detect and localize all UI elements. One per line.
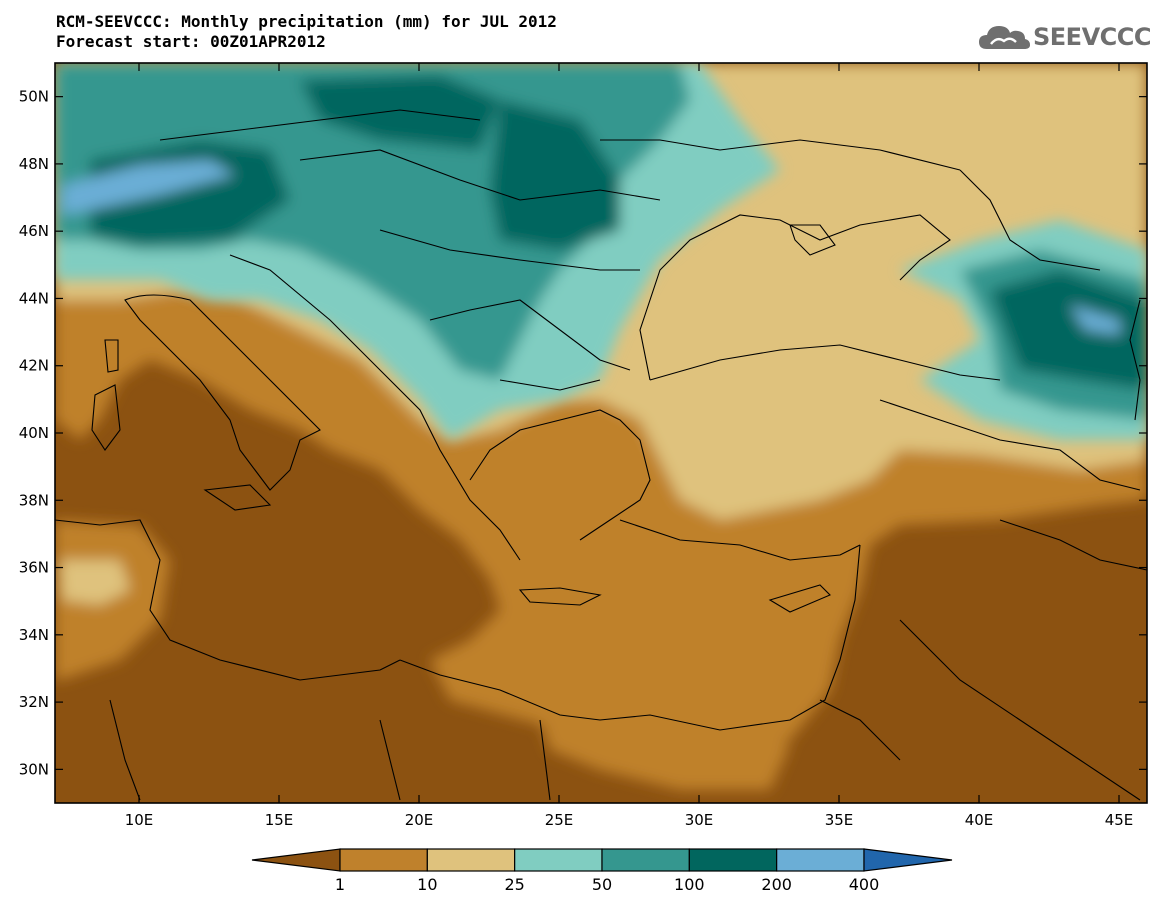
lat-tick-label: 42N: [19, 357, 49, 375]
lon-tick-label: 15E: [265, 811, 294, 829]
lat-tick-label: 30N: [19, 760, 49, 778]
cloud-icon: [979, 26, 1030, 49]
lon-tick-label: 40E: [965, 811, 994, 829]
logo-text: SEEVCCC: [1033, 23, 1152, 51]
colorbar-segment: [688, 848, 778, 872]
precip-band-200-400: [490, 100, 620, 250]
seevccc-logo: SEEVCCC: [977, 20, 1152, 54]
colorbar-label: 10: [417, 875, 437, 894]
lon-tick-label: 30E: [685, 811, 714, 829]
colorbar-segment: [514, 848, 603, 872]
precipitation-field: [55, 63, 1147, 803]
lon-tick-label: 45E: [1105, 811, 1134, 829]
lat-tick-label: 38N: [19, 491, 49, 509]
colorbar-segment-high: [863, 848, 953, 872]
precip-band-10-25-s: [540, 712, 790, 790]
colorbar-label: 400: [849, 875, 880, 894]
precip-band-200-400-e: [990, 270, 1147, 390]
lat-tick-label: 36N: [19, 559, 49, 577]
lat-tick-label: 34N: [19, 626, 49, 644]
colorbar-label: 25: [504, 875, 524, 894]
map-title: RCM-SEEVCCC: Monthly precipitation (mm) …: [56, 12, 557, 31]
colorbar-label: 100: [674, 875, 705, 894]
lat-tick-label: 32N: [19, 693, 49, 711]
lat-tick-label: 46N: [19, 222, 49, 240]
forecast-start-label: Forecast start: 00Z01APR2012: [56, 32, 326, 51]
lon-tick-label: 25E: [545, 811, 574, 829]
colorbar-segment: [601, 848, 690, 872]
precip-band-25-50-w: [60, 560, 130, 605]
colorbar-segment-low: [251, 848, 341, 872]
longitude-axis: 10E 15E 20E 25E 30E 35E 40E 45E: [125, 63, 1134, 829]
coastlines: [55, 109, 1147, 801]
precip-band-200-400-n: [300, 75, 500, 150]
lat-tick-label: 40N: [19, 424, 49, 442]
lon-tick-label: 35E: [825, 811, 854, 829]
colorbar-label: 50: [592, 875, 612, 894]
colorbar-segment: [776, 848, 865, 872]
colorbar-label: 200: [761, 875, 792, 894]
lon-tick-label: 10E: [125, 811, 154, 829]
lon-tick-label: 20E: [405, 811, 434, 829]
precip-band-400-plus-e: [1070, 305, 1120, 335]
colorbar-label: 1: [335, 875, 345, 894]
colorbar: 1 10 25 50 100 200 400: [251, 848, 953, 894]
lat-tick-label: 50N: [19, 88, 49, 106]
lat-tick-label: 44N: [19, 289, 49, 307]
colorbar-segment: [426, 848, 516, 872]
lat-tick-label: 48N: [19, 155, 49, 173]
colorbar-segment: [339, 848, 428, 872]
precip-band-400-plus: [62, 160, 235, 215]
latitude-axis: 30N 32N 34N 36N 38N 40N 42N 44N 46N 48N 50N: [19, 88, 1147, 778]
